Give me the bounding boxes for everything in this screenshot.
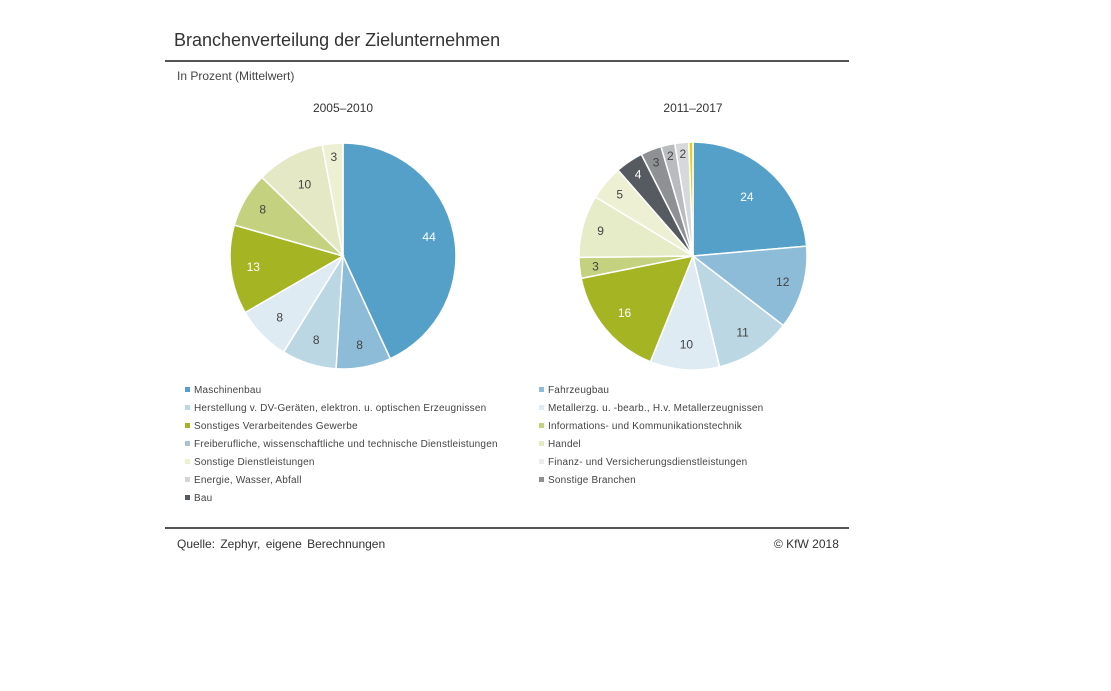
slice-label: 5 bbox=[616, 187, 623, 201]
legend-label: Informations- und Kommunikationstechnik bbox=[548, 421, 743, 432]
legend-item: Finanz- und Versicherungsdienstleistunge… bbox=[539, 457, 747, 468]
legend-label: Freiberufliche, wissenschaftliche und te… bbox=[194, 439, 498, 450]
legend-item: Informations- und Kommunikationstechnik bbox=[539, 421, 742, 432]
legend-item: Sonstige Dienstleistungen bbox=[185, 457, 315, 468]
slice-label: 2 bbox=[667, 149, 674, 163]
legend-item: Freiberufliche, wissenschaftliche und te… bbox=[185, 439, 498, 450]
legend-swatch bbox=[185, 440, 190, 446]
pie-slice bbox=[691, 245, 808, 327]
legend-swatch bbox=[539, 422, 544, 428]
legend-item: Sonstige Branchen bbox=[539, 475, 636, 486]
legend-swatch bbox=[185, 386, 190, 392]
legend-item: Sonstiges Verarbeitendes Gewerbe bbox=[185, 421, 358, 432]
legend-label: Handel bbox=[548, 439, 581, 450]
copyright-note: © KfW 2018 bbox=[774, 537, 839, 551]
pie-chart-2005-2010: 2005–2010 44 8 8 8 13 8 10 3 bbox=[229, 101, 457, 370]
legend-swatch bbox=[185, 404, 190, 410]
slice-label: 9 bbox=[597, 224, 604, 238]
legend-swatch bbox=[539, 386, 544, 392]
slice-label: 10 bbox=[298, 177, 312, 191]
legend-label: Sonstige Dienstleistungen bbox=[194, 457, 315, 468]
pie-slice bbox=[229, 224, 345, 314]
pie-slice bbox=[687, 141, 694, 257]
legend-swatch bbox=[185, 458, 190, 464]
legend-item: Handel bbox=[539, 439, 581, 450]
legend-label: Bau bbox=[194, 493, 213, 504]
legend-item: Herstellung v. DV-Geräten, elektron. u. … bbox=[185, 403, 486, 414]
legend-item: Bau bbox=[185, 493, 212, 504]
pie-title: 2011–2017 bbox=[663, 101, 723, 115]
legend-swatch bbox=[539, 476, 544, 482]
legend-item: Fahrzeugbau bbox=[539, 385, 609, 396]
legend-swatch bbox=[539, 440, 544, 446]
legend-swatch bbox=[185, 476, 190, 482]
source-note: Quelle: Zephyr, eigene Berechnungen bbox=[177, 537, 386, 551]
slice-label: 8 bbox=[356, 338, 363, 352]
legend-label: Maschinenbau bbox=[194, 385, 262, 396]
slice-label: 8 bbox=[276, 310, 283, 324]
legend-item: Energie, Wasser, Abfall bbox=[185, 475, 302, 486]
legend-label: Metallerzg. u. -bearb., H.v. Metallerzeu… bbox=[548, 403, 764, 414]
chart-title: Branchenverteilung der Zielunternehmen bbox=[174, 30, 501, 50]
legend-label: Sonstiges Verarbeitendes Gewerbe bbox=[194, 421, 358, 432]
pie-slice bbox=[580, 254, 695, 363]
pie-slice bbox=[342, 142, 457, 360]
slice-label: 8 bbox=[313, 333, 320, 347]
legend-label: Finanz- und Versicherungsdienstleistunge… bbox=[548, 457, 748, 468]
pie-slice bbox=[691, 254, 785, 368]
slice-label: 2 bbox=[680, 147, 687, 161]
slice-label: 24 bbox=[740, 190, 754, 204]
slice-label: 8 bbox=[259, 203, 266, 217]
legend-swatch bbox=[539, 404, 544, 410]
legend-label: Energie, Wasser, Abfall bbox=[194, 475, 302, 486]
slice-label: 12 bbox=[776, 275, 790, 289]
chart-subtitle: In Prozent (Mittelwert) bbox=[177, 69, 295, 83]
slice-label: 3 bbox=[653, 156, 660, 170]
bottom-rule bbox=[165, 527, 849, 529]
slice-label: 44 bbox=[422, 230, 436, 244]
legend-swatch bbox=[185, 422, 190, 428]
slice-label: 16 bbox=[618, 306, 632, 320]
legend-label: Fahrzeugbau bbox=[548, 385, 610, 396]
slice-label: 3 bbox=[592, 259, 599, 273]
slice-label: 13 bbox=[247, 260, 261, 274]
slice-label: 4 bbox=[635, 168, 642, 182]
pie-slice bbox=[321, 142, 344, 257]
legend-label: Herstellung v. DV-Geräten, elektron. u. … bbox=[194, 403, 487, 414]
legend-label: Sonstige Branchen bbox=[548, 475, 636, 486]
slice-label: 11 bbox=[736, 326, 749, 340]
top-rule bbox=[165, 60, 849, 62]
legend-item: Metallerzg. u. -bearb., H.v. Metallerzeu… bbox=[539, 403, 763, 414]
legend-swatch bbox=[185, 494, 190, 500]
slice-label: 10 bbox=[680, 338, 694, 352]
legend-swatch bbox=[539, 458, 544, 464]
legend-item: Maschinenbau bbox=[185, 385, 261, 396]
pie-title: 2005–2010 bbox=[313, 101, 373, 115]
pie-slice bbox=[692, 141, 808, 257]
slice-label: 3 bbox=[330, 150, 337, 164]
